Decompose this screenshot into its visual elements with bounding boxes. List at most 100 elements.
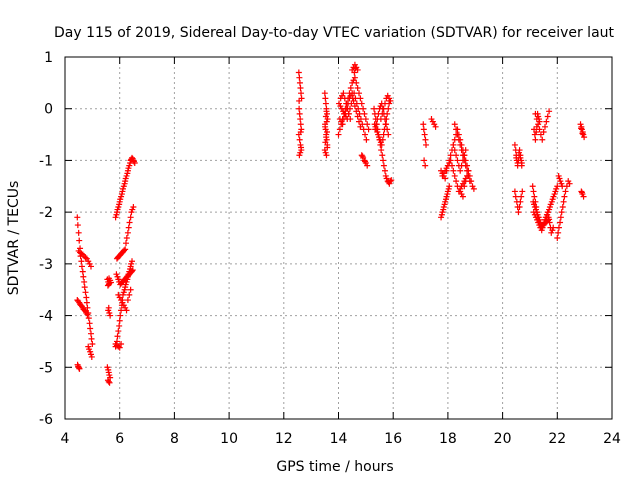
data-point bbox=[352, 65, 359, 72]
data-point bbox=[362, 131, 369, 138]
data-point bbox=[541, 123, 548, 130]
data-point bbox=[322, 100, 329, 107]
data-point bbox=[297, 121, 304, 128]
data-point bbox=[372, 126, 379, 133]
data-point bbox=[421, 131, 428, 138]
data-point bbox=[323, 152, 330, 159]
data-point bbox=[125, 224, 132, 231]
chart-title: Day 115 of 2019, Sidereal Day-to-day VTE… bbox=[54, 25, 615, 41]
data-point bbox=[461, 157, 468, 164]
data-point bbox=[544, 113, 551, 120]
data-point bbox=[359, 153, 366, 160]
data-point bbox=[106, 275, 113, 282]
data-point bbox=[296, 105, 303, 112]
data-point bbox=[351, 69, 358, 76]
data-point bbox=[124, 297, 131, 304]
data-point bbox=[80, 273, 87, 280]
data-point bbox=[86, 320, 93, 327]
data-point bbox=[451, 172, 458, 179]
data-point bbox=[581, 134, 588, 141]
x-tick-label: 4 bbox=[61, 431, 70, 447]
data-point bbox=[324, 128, 331, 135]
data-point bbox=[129, 268, 136, 275]
x-tick-label: 16 bbox=[384, 431, 402, 447]
data-point bbox=[579, 130, 586, 137]
data-point bbox=[453, 152, 460, 159]
data-point bbox=[322, 113, 329, 120]
data-point bbox=[546, 216, 553, 223]
data-point bbox=[519, 188, 526, 195]
data-point bbox=[385, 131, 392, 138]
data-point bbox=[83, 299, 90, 306]
data-point bbox=[116, 344, 123, 351]
data-point bbox=[432, 123, 439, 130]
data-point bbox=[74, 214, 81, 221]
data-point bbox=[127, 214, 134, 221]
data-point bbox=[529, 183, 536, 190]
data-point bbox=[558, 209, 565, 216]
data-point bbox=[459, 193, 466, 200]
y-tick-label: -5 bbox=[39, 360, 53, 376]
data-point bbox=[420, 126, 427, 133]
data-point bbox=[540, 128, 547, 135]
data-point bbox=[78, 258, 85, 265]
data-point bbox=[336, 126, 343, 133]
data-point bbox=[297, 116, 304, 123]
data-point bbox=[350, 97, 357, 104]
data-point bbox=[351, 74, 358, 81]
grid bbox=[65, 57, 612, 419]
data-point bbox=[127, 286, 134, 293]
data-point bbox=[83, 294, 90, 301]
data-point bbox=[322, 123, 329, 130]
data-point bbox=[88, 335, 95, 342]
data-point bbox=[559, 183, 566, 190]
data-point bbox=[122, 240, 129, 247]
data-point bbox=[323, 108, 330, 115]
data-point bbox=[129, 267, 136, 274]
data-points bbox=[74, 61, 588, 386]
data-point bbox=[123, 307, 130, 314]
data-point bbox=[345, 110, 352, 117]
data-point bbox=[363, 136, 370, 143]
data-point bbox=[511, 188, 518, 195]
data-point bbox=[379, 136, 386, 143]
data-point bbox=[545, 217, 552, 224]
data-point bbox=[462, 162, 469, 169]
data-point bbox=[126, 291, 133, 298]
data-point bbox=[379, 152, 386, 159]
data-point bbox=[550, 224, 557, 231]
data-point bbox=[459, 152, 466, 159]
data-point bbox=[380, 105, 387, 112]
data-point bbox=[335, 131, 342, 138]
data-point bbox=[555, 229, 562, 236]
data-point bbox=[121, 247, 128, 254]
data-point bbox=[455, 136, 462, 143]
x-tick-label: 20 bbox=[494, 431, 512, 447]
data-point bbox=[131, 160, 138, 167]
data-point bbox=[533, 123, 540, 130]
data-point bbox=[107, 279, 114, 286]
data-point bbox=[379, 110, 386, 117]
data-point bbox=[85, 315, 92, 322]
data-point bbox=[124, 229, 131, 236]
data-point bbox=[84, 311, 91, 318]
data-point bbox=[530, 188, 537, 195]
data-point bbox=[129, 258, 136, 265]
data-point bbox=[297, 85, 304, 92]
data-point bbox=[384, 126, 391, 133]
data-point bbox=[123, 235, 130, 241]
data-point bbox=[117, 312, 124, 319]
data-point bbox=[421, 157, 428, 164]
data-point bbox=[106, 379, 113, 386]
data-point bbox=[457, 167, 464, 174]
data-point bbox=[87, 325, 94, 332]
data-point bbox=[450, 141, 457, 148]
data-point bbox=[105, 378, 112, 385]
data-point bbox=[354, 113, 361, 120]
x-tick-label: 6 bbox=[115, 431, 124, 447]
data-point bbox=[87, 263, 94, 270]
data-point bbox=[378, 147, 385, 154]
data-point bbox=[296, 74, 303, 81]
data-point bbox=[388, 177, 395, 184]
